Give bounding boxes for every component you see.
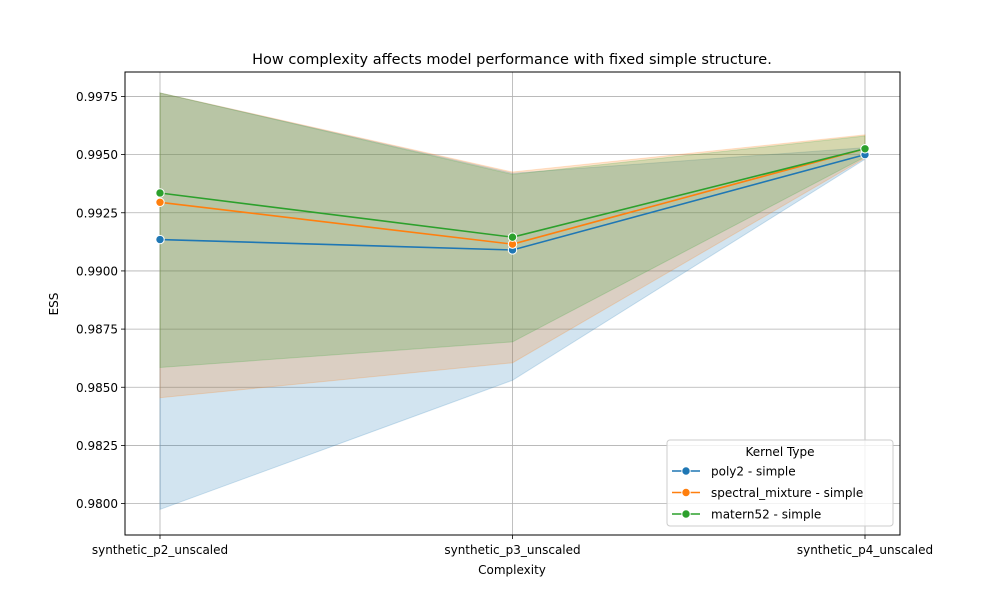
legend-marker — [681, 487, 691, 498]
series-points — [155, 144, 870, 255]
x-tick-label: synthetic_p3_unscaled — [444, 543, 580, 557]
data-point — [155, 197, 165, 207]
y-tick-label: 0.9950 — [76, 148, 118, 162]
y-tick-label: 0.9850 — [76, 381, 118, 395]
legend-label: matern52 - simple — [711, 508, 821, 522]
y-tick-label: 0.9875 — [76, 323, 118, 337]
data-point — [860, 144, 870, 154]
x-axis-label: Complexity — [478, 563, 546, 577]
y-tick-label: 0.9925 — [76, 206, 118, 220]
legend: Kernel Type poly2 - simple spectral_mixtu… — [666, 439, 894, 527]
y-tick-label: 0.9975 — [76, 90, 118, 104]
legend-items: poly2 - simple spectral_mixture - simple m… — [672, 465, 863, 522]
legend-label: spectral_mixture - simple — [711, 486, 863, 500]
x-tick-label: synthetic_p4_unscaled — [797, 543, 933, 557]
x-axis-ticks: synthetic_p2_unscaled synthetic_p3_unscal… — [92, 535, 933, 557]
y-axis-label: ESS — [47, 293, 61, 316]
x-tick-label: synthetic_p2_unscaled — [92, 543, 228, 557]
y-tick-label: 0.9825 — [76, 439, 118, 453]
y-axis-ticks: 0.9800 0.9825 0.9850 0.9875 0.9900 0.9925 0.99… — [76, 90, 125, 511]
legend-marker — [681, 466, 691, 476]
legend-marker — [681, 509, 691, 519]
legend-label: poly2 - simple — [711, 465, 796, 479]
data-point — [507, 232, 518, 242]
legend-title: Kernel Type — [745, 445, 814, 459]
legend-box — [666, 439, 894, 527]
y-tick-label: 0.9900 — [76, 264, 118, 278]
y-tick-label: 0.9800 — [76, 497, 118, 511]
chart-title: How complexity affects model performance… — [252, 52, 772, 68]
data-point — [155, 234, 165, 245]
data-point — [155, 188, 165, 198]
